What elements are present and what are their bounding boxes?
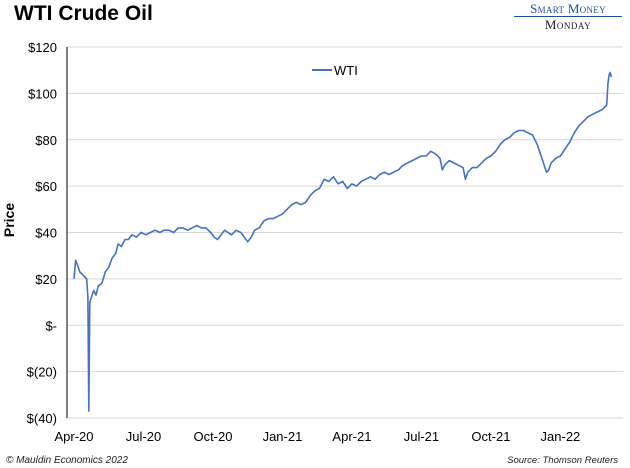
brand-logo: Smart Money Monday xyxy=(514,2,622,31)
axes: $(40) $(20) $- $20 $40 $60 $80 $100 $120 Apr-20 Ju… xyxy=(27,40,581,444)
x-tick-label: Jul-20 xyxy=(126,429,161,444)
x-tick-label: Jan-22 xyxy=(541,429,581,444)
brand-logo-rule xyxy=(514,16,622,17)
x-tick-label: Jan-21 xyxy=(263,429,303,444)
legend-label-wti: WTI xyxy=(334,63,358,78)
x-tick-label: Jul-21 xyxy=(404,429,439,444)
brand-logo-line2: Monday xyxy=(544,17,592,32)
y-tick-label: $80 xyxy=(35,133,57,148)
y-tick-label: $60 xyxy=(35,179,57,194)
x-tick-label: Apr-21 xyxy=(332,429,371,444)
x-tick-label: Apr-20 xyxy=(54,429,93,444)
footer-copyright: © Mauldin Economics 2022 xyxy=(6,455,128,466)
y-tick-label: $120 xyxy=(28,40,57,55)
legend: WTI xyxy=(312,63,358,78)
series-layer xyxy=(73,71,613,412)
y-axis-label: Price xyxy=(1,203,17,237)
gridlines xyxy=(67,46,623,419)
y-tick-label: $20 xyxy=(35,272,57,287)
y-tick-label: $(40) xyxy=(27,411,57,426)
y-tick-label: $40 xyxy=(35,226,57,241)
chart-title: WTI Crude Oil xyxy=(14,2,153,25)
footer-source: Source: Thomson Reuters xyxy=(507,455,618,466)
y-tick-label: $- xyxy=(45,318,57,333)
series-line-wti xyxy=(73,71,613,412)
x-tick-label: Oct-21 xyxy=(471,429,510,444)
y-tick-label: $(20) xyxy=(27,365,57,380)
y-tick-label: $100 xyxy=(28,86,57,101)
x-tick-label: Oct-20 xyxy=(193,429,232,444)
brand-logo-line1: Smart Money xyxy=(530,1,606,16)
